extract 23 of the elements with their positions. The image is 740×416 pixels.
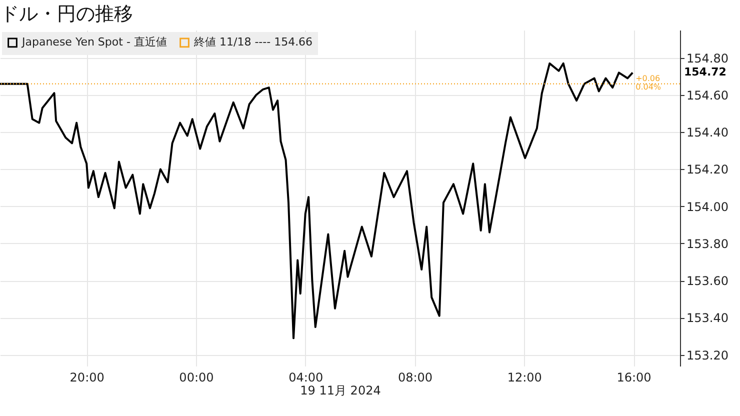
x-tick-label: 16:00 — [616, 370, 652, 384]
y-tick-label: 153.60 — [686, 274, 728, 288]
x-tick-label: 00:00 — [179, 370, 214, 384]
y-tick-label: 154.60 — [686, 88, 728, 102]
y-tick-label: 154.20 — [686, 162, 728, 177]
y-tick-label: 154.40 — [686, 126, 728, 140]
y-tick-label: 153.20 — [686, 348, 728, 362]
legend-label: 終値 11/18 ---- 154.66 — [193, 36, 313, 49]
annotation: +0.06 — [636, 74, 660, 84]
x-tick-label: 08:00 — [398, 370, 433, 384]
y-tick-label: 154.80 — [686, 51, 728, 66]
legend-label: Japanese Yen Spot - 直近値 — [21, 36, 167, 49]
y-tick-label: 153.40 — [686, 311, 728, 326]
annotation: 0.04% — [636, 82, 662, 92]
x-axis-title: 19 11月 2024 — [300, 384, 381, 398]
x-tick-label: 20:00 — [70, 370, 104, 384]
text: 154.72 — [684, 66, 726, 79]
x-tick-label: 04:00 — [288, 370, 324, 384]
chart-title: ドル・円の推移 — [0, 3, 133, 25]
line-series — [0, 62, 634, 340]
y-tick-label: 153.80 — [686, 236, 728, 251]
x-tick-label: 12:00 — [507, 370, 542, 384]
y-tick-label: 154.00 — [686, 200, 728, 214]
